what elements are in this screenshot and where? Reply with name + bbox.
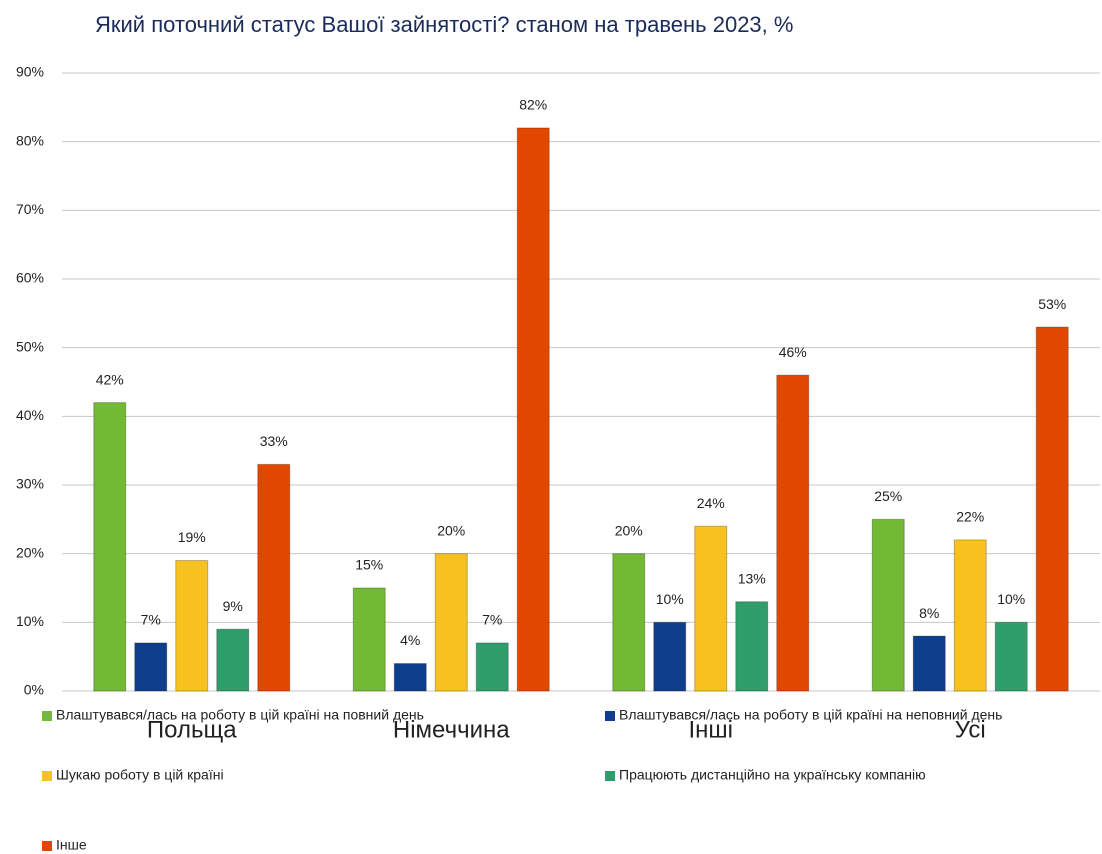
bar <box>735 601 769 692</box>
bar <box>257 463 291 692</box>
y-tick-label: 50% <box>16 338 44 354</box>
x-tick-label: Польща <box>147 716 237 743</box>
data-label: 82% <box>519 97 547 113</box>
data-label: 4% <box>400 632 420 648</box>
legend-label: Влаштувався/лась на роботу в цій країні … <box>56 707 424 723</box>
y-tick-label: 10% <box>16 613 44 629</box>
legend-label: Влаштувався/лась на роботу в цій країні … <box>619 707 1002 723</box>
y-tick-label: 40% <box>16 407 44 423</box>
data-label: 9% <box>223 598 243 614</box>
bar <box>175 560 209 692</box>
data-label: 8% <box>919 605 939 621</box>
data-label: 10% <box>656 591 684 607</box>
data-label: 22% <box>956 509 984 525</box>
bar <box>776 374 810 692</box>
y-tick-label: 80% <box>16 132 44 148</box>
bar <box>912 635 946 692</box>
chart-title: Який поточний статус Вашої зайнятості? с… <box>95 12 793 37</box>
legend-swatch <box>42 711 52 721</box>
data-label: 46% <box>779 344 807 360</box>
bar <box>216 628 250 692</box>
y-tick-label: 90% <box>16 64 44 80</box>
y-tick-label: 70% <box>16 201 44 217</box>
bar <box>434 553 468 692</box>
legend-swatch <box>605 771 615 781</box>
y-tick-label: 30% <box>16 476 44 492</box>
bar <box>953 539 987 692</box>
x-tick-label: Німеччина <box>393 716 510 743</box>
bar <box>871 518 905 692</box>
legend-label: Інше <box>56 837 87 853</box>
bar <box>393 663 427 692</box>
legend-swatch <box>605 711 615 721</box>
bar <box>134 642 168 692</box>
bar <box>653 621 687 692</box>
x-tick-label: Усі <box>955 716 986 743</box>
bar <box>516 127 550 692</box>
legend-label: Працюють дистанційно на українську компа… <box>619 767 926 783</box>
bar <box>694 525 728 692</box>
data-label: 53% <box>1038 296 1066 312</box>
y-tick-label: 60% <box>16 270 44 286</box>
legend-swatch <box>42 771 52 781</box>
x-tick-label: Інші <box>688 716 733 743</box>
legend-label: Шукаю роботу в цій країні <box>56 767 224 783</box>
data-label: 7% <box>482 612 502 628</box>
data-label: 13% <box>738 570 766 586</box>
bar <box>352 587 386 692</box>
legend-swatch <box>42 841 52 851</box>
y-tick-label: 0% <box>24 682 44 698</box>
data-label: 42% <box>96 371 124 387</box>
data-label: 25% <box>874 488 902 504</box>
data-label: 10% <box>997 591 1025 607</box>
bar <box>93 402 127 692</box>
data-label: 7% <box>141 612 161 628</box>
data-label: 24% <box>697 495 725 511</box>
y-tick-label: 20% <box>16 544 44 560</box>
bar <box>612 553 646 692</box>
bar <box>994 621 1028 692</box>
bar <box>475 642 509 692</box>
data-label: 15% <box>355 557 383 573</box>
data-label: 19% <box>178 529 206 545</box>
data-label: 20% <box>615 522 643 538</box>
bar <box>1035 326 1069 692</box>
data-label: 33% <box>260 433 288 449</box>
data-label: 20% <box>437 522 465 538</box>
